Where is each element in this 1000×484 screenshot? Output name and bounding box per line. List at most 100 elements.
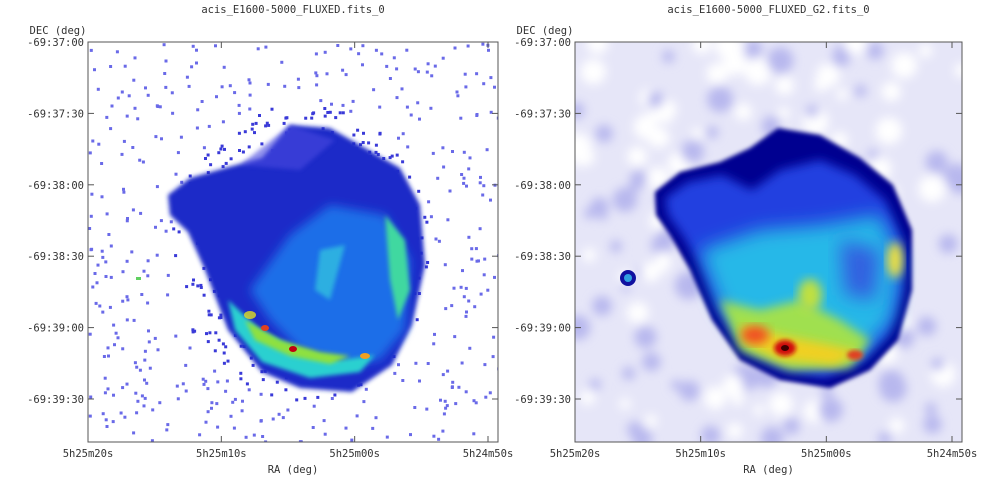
noise-pixel [316, 395, 320, 399]
noise-blob [681, 140, 705, 164]
x-axis-label: RA (deg) [268, 464, 319, 476]
noise-pixel [431, 151, 435, 155]
noise-pixel [126, 298, 130, 302]
noise-pixel [271, 417, 275, 421]
noise-pixel [446, 369, 450, 373]
noise-pixel [454, 402, 458, 406]
raw-image [88, 42, 498, 442]
noise-pixel [467, 235, 471, 239]
noise-blob [877, 432, 892, 442]
noise-pixel [314, 71, 318, 75]
noise-blob [818, 397, 843, 422]
noise-pixel [120, 90, 124, 94]
noise-pixel [121, 270, 125, 274]
noise-pixel [408, 175, 412, 179]
noise-pixel [229, 157, 233, 161]
noise-pixel [457, 385, 461, 389]
noise-blob [843, 42, 867, 55]
noise-pixel [237, 103, 241, 107]
noise-pixel [125, 295, 129, 299]
noise-pixel [150, 439, 154, 442]
noise-pixel [315, 83, 319, 87]
noise-pixel [286, 408, 290, 412]
noise-pixel [101, 310, 105, 314]
noise-blob [731, 394, 744, 406]
noise-pixel [455, 90, 459, 94]
noise-pixel [429, 106, 433, 110]
noise-pixel [164, 85, 168, 89]
y-tick-label: -69:39:00 [27, 323, 84, 335]
noise-blob [626, 301, 649, 324]
noise-pixel [213, 349, 217, 353]
noise-blob [727, 423, 743, 439]
noise-pixel [378, 131, 382, 135]
noise-pixel [204, 420, 208, 424]
noise-pixel [174, 172, 178, 176]
noise-pixel [312, 111, 316, 115]
noise-pixel [199, 286, 203, 289]
noise-blob [854, 84, 867, 97]
noise-blob [889, 418, 905, 434]
noise-pixel [121, 347, 125, 351]
noise-pixel [121, 299, 125, 303]
y-tick-label: -69:39:00 [514, 323, 571, 335]
noise-pixel [146, 274, 150, 278]
noise-pixel [159, 219, 163, 223]
noise-pixel [201, 377, 205, 381]
noise-pixel [195, 126, 199, 130]
noise-pixel [160, 137, 163, 141]
noise-pixel [108, 305, 112, 309]
noise-pixel [113, 343, 116, 347]
noise-pixel [158, 401, 162, 405]
noise-blob [575, 315, 591, 340]
noise-blob [692, 42, 712, 54]
noise-pixel [146, 301, 150, 305]
noise-pixel [136, 399, 140, 403]
noise-pixel [450, 385, 454, 389]
noise-pixel [474, 401, 478, 405]
noise-pixel [442, 412, 446, 416]
noise-pixel [311, 426, 315, 429]
noise-pixel [208, 331, 212, 335]
noise-pixel [432, 342, 436, 346]
noise-pixel [145, 381, 149, 385]
y-tick-label: -69:39:30 [27, 394, 84, 406]
noise-pixel [155, 104, 159, 108]
noise-pixel [177, 230, 181, 234]
noise-blob [662, 50, 675, 63]
noise-pixel [180, 180, 184, 184]
noise-pixel [210, 401, 214, 405]
noise-blob [575, 150, 589, 167]
plot-frame [87, 41, 499, 443]
noise-pixel [390, 154, 394, 158]
noise-pixel [115, 50, 119, 54]
noise-pixel [139, 211, 143, 215]
noise-pixel [264, 45, 268, 49]
noise-pixel [361, 141, 365, 144]
noise-pixel [184, 363, 188, 367]
noise-pixel [319, 99, 323, 103]
noise-pixel [323, 432, 327, 436]
noise-pixel [401, 379, 405, 382]
noise-pixel [485, 148, 489, 152]
noise-blob [881, 82, 901, 102]
noise-pixel [198, 433, 202, 437]
noise-pixel [166, 293, 170, 297]
y-tick-label: -69:37:00 [27, 37, 84, 49]
noise-pixel [328, 110, 332, 114]
panel-title: acis_E1600-5000_FLUXED.fits_0 [201, 4, 384, 16]
noise-pixel [102, 355, 106, 358]
noise-pixel [434, 237, 438, 241]
noise-pixel [298, 440, 302, 442]
noise-pixel [430, 74, 434, 78]
noise-pixel [364, 387, 368, 391]
noise-pixel [459, 285, 463, 289]
noise-pixel [185, 285, 189, 289]
noise-pixel [338, 111, 342, 115]
noise-pixel [478, 181, 482, 185]
noise-pixel [142, 269, 146, 273]
noise-pixel [401, 132, 405, 136]
noise-pixel [456, 94, 460, 98]
noise-pixel [441, 146, 445, 150]
